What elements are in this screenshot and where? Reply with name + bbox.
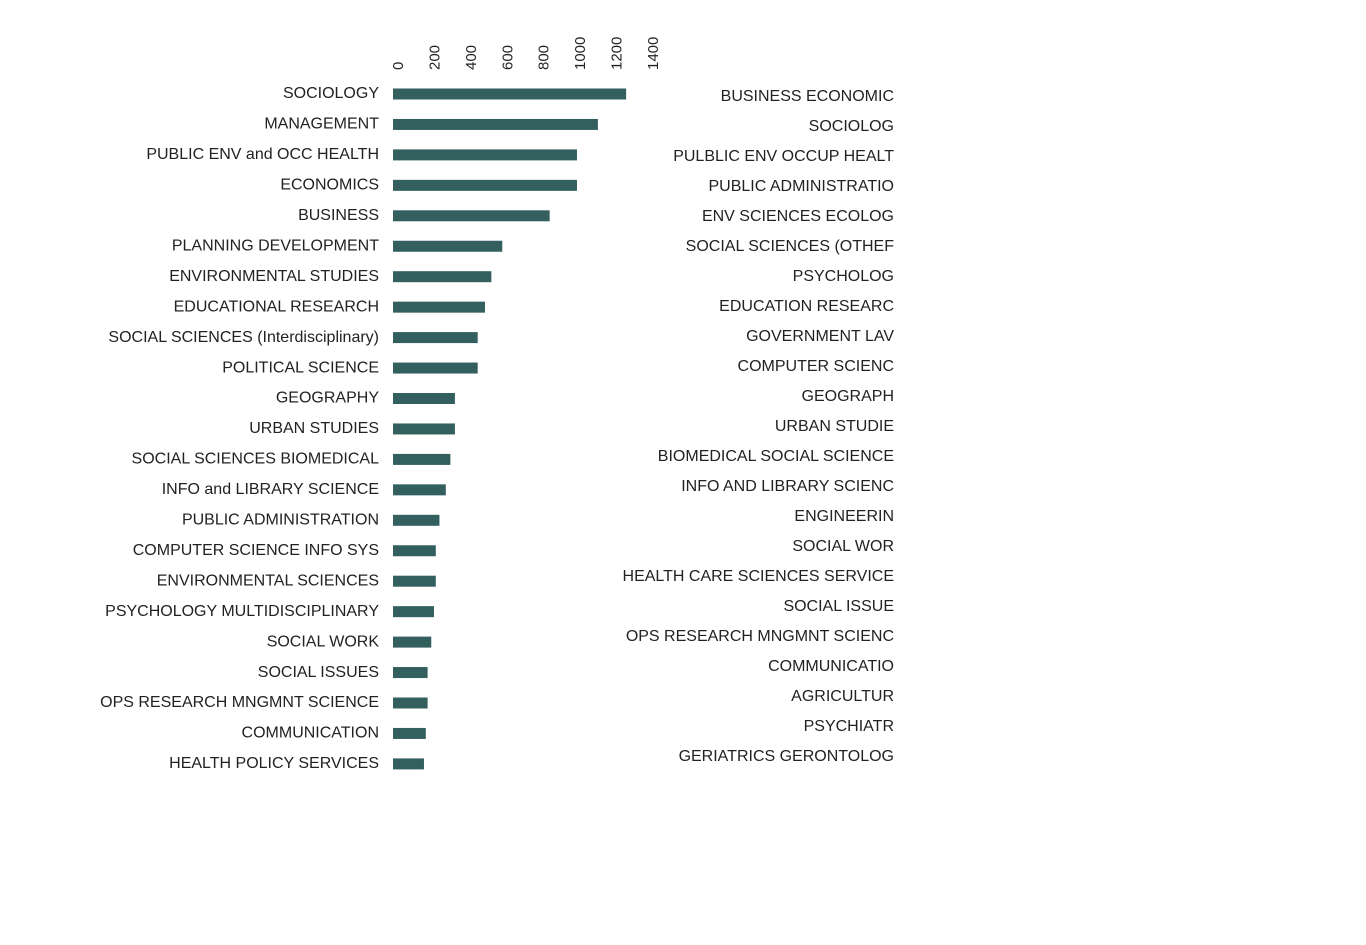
secondary-label: EDUCATION RESEARC — [719, 298, 894, 315]
category-label: COMMUNICATION — [242, 725, 379, 742]
secondary-label: PUBLIC ADMINISTRATIO — [708, 178, 894, 195]
category-label: HEALTH POLICY SERVICES — [169, 755, 379, 772]
bar — [393, 271, 492, 283]
secondary-label: GEOGRAPH — [802, 388, 894, 405]
category-label: ENVIRONMENTAL STUDIES — [169, 268, 379, 285]
category-label: SOCIAL WORK — [267, 633, 380, 650]
secondary-label: INFO AND LIBRARY SCIENC — [681, 478, 894, 495]
bar — [393, 667, 428, 679]
x-tick-label: 1400 — [645, 37, 662, 70]
category-label: MANAGEMENT — [264, 116, 379, 133]
bar — [393, 88, 627, 100]
bar — [393, 118, 598, 130]
category-label: ECONOMICS — [280, 177, 379, 194]
category-label: OPS RESEARCH MNGMNT SCIENCE — [100, 694, 379, 711]
x-tick-label: 400 — [463, 45, 480, 70]
secondary-label: GERIATRICS GERONTOLOG — [679, 748, 894, 765]
secondary-label: PULBLIC ENV OCCUP HEALT — [673, 148, 894, 165]
x-tick-label: 1000 — [572, 37, 589, 70]
bar — [393, 362, 478, 374]
bar — [393, 697, 428, 709]
bar — [393, 179, 577, 191]
bar — [393, 453, 451, 465]
category-label: INFO and LIBRARY SCIENCE — [162, 481, 379, 498]
bar — [393, 636, 432, 648]
x-tick-label: 1200 — [609, 37, 626, 70]
bar — [393, 240, 503, 252]
bar — [393, 393, 455, 404]
secondary-label: URBAN STUDIE — [775, 418, 894, 435]
bar — [393, 484, 446, 496]
secondary-label: PSYCHIATR — [804, 718, 894, 735]
secondary-label: ENV SCIENCES ECOLOG — [702, 208, 894, 225]
category-label: GEOGRAPHY — [276, 390, 379, 407]
secondary-label: SOCIOLOG — [809, 118, 894, 135]
category-label: COMPUTER SCIENCE INFO SYS — [133, 542, 379, 559]
bar — [393, 727, 426, 739]
secondary-label: ENGINEERIN — [794, 508, 894, 525]
secondary-label: BIOMEDICAL SOCIAL SCIENCE — [658, 448, 894, 465]
category-label: EDUCATIONAL RESEARCH — [174, 298, 379, 315]
bar — [393, 575, 436, 587]
secondary-label: OPS RESEARCH MNGMNT SCIENC — [626, 628, 894, 645]
secondary-label: COMPUTER SCIENC — [738, 358, 894, 375]
x-tick-label: 200 — [426, 45, 443, 70]
category-label: SOCIAL SCIENCES (Interdisciplinary) — [108, 329, 379, 346]
x-tick-label: 0 — [390, 62, 407, 70]
category-label: SOCIAL SCIENCES BIOMEDICAL — [132, 451, 380, 468]
bar — [393, 514, 440, 526]
bar — [393, 210, 550, 222]
secondary-label: COMMUNICATIO — [768, 658, 894, 675]
secondary-label: HEALTH CARE SCIENCES SERVICE — [623, 568, 894, 585]
bar — [393, 423, 455, 435]
bar — [393, 301, 485, 313]
category-label: POLITICAL SCIENCE — [222, 359, 379, 376]
category-label: PUBLIC ADMINISTRATION — [182, 512, 379, 529]
category-label: SOCIOLOGY — [283, 85, 379, 102]
bar — [393, 332, 478, 344]
category-label: SOCIAL ISSUES — [258, 664, 379, 681]
bar — [393, 758, 424, 770]
secondary-label: AGRICULTUR — [791, 688, 894, 705]
category-label: BUSINESS — [298, 207, 379, 224]
secondary-label: PSYCHOLOG — [793, 268, 894, 285]
category-label: URBAN STUDIES — [249, 420, 379, 437]
category-label: PSYCHOLOGY MULTIDISCIPLINARY — [105, 603, 379, 620]
x-tick-label: 800 — [536, 45, 553, 70]
secondary-label: BUSINESS ECONOMIC — [721, 88, 894, 105]
category-label: ENVIRONMENTAL SCIENCES — [157, 572, 379, 589]
secondary-label: SOCIAL WOR — [792, 538, 894, 555]
bar — [393, 545, 436, 557]
bar — [393, 606, 434, 618]
category-label: PUBLIC ENV and OCC HEALTH — [146, 146, 379, 163]
secondary-label: GOVERNMENT LAV — [746, 328, 894, 345]
bar — [393, 149, 577, 161]
secondary-label: SOCIAL ISSUE — [783, 598, 894, 615]
secondary-label: SOCIAL SCIENCES (OTHEF — [686, 238, 895, 255]
x-tick-label: 600 — [499, 45, 516, 70]
category-label: PLANNING DEVELOPMENT — [172, 237, 379, 254]
